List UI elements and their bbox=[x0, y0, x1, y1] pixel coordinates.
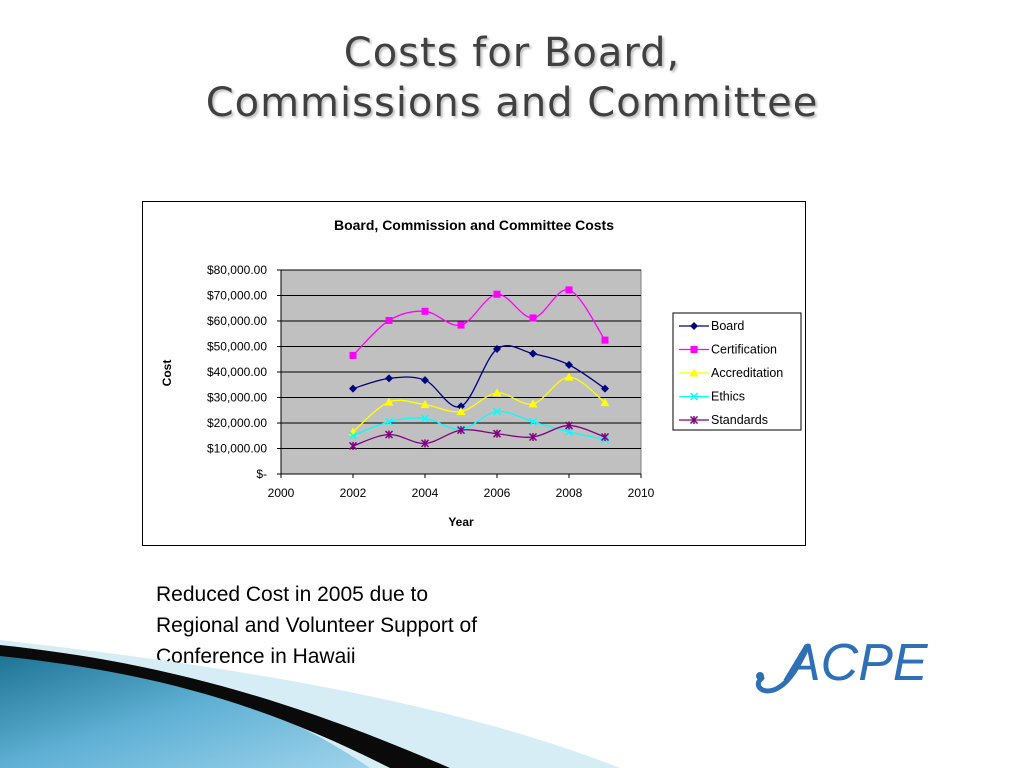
caption-line-3: Conference in Hawaii bbox=[156, 645, 356, 668]
y-tick-label: $- bbox=[256, 467, 267, 481]
y-tick-label: $70,000.00 bbox=[207, 289, 267, 303]
y-axis-ticks: $- $10,000.00 $20,000.00 $30,000.00 $40,000.… bbox=[207, 263, 282, 481]
data-point-board bbox=[457, 402, 465, 411]
data-point-ethics bbox=[420, 414, 430, 423]
plot-area bbox=[280, 269, 642, 475]
data-point-ethics bbox=[348, 431, 358, 440]
slide-title-line-2: Commissions and Committee bbox=[205, 80, 819, 126]
data-point-certification bbox=[601, 336, 609, 344]
x-tick-label: 2008 bbox=[556, 486, 583, 500]
data-point-certification bbox=[349, 351, 357, 359]
data-point-certification bbox=[565, 286, 573, 294]
chart-legend: Board Certification Accreditation Ethics Sta… bbox=[672, 312, 802, 431]
series-board bbox=[349, 345, 609, 411]
data-point-accreditation bbox=[528, 399, 538, 408]
slide-title: Costs for Board, Commissions and Committ… bbox=[0, 28, 1024, 128]
caption-line-1: Reduced Cost in 2005 due to bbox=[156, 583, 429, 606]
slide-title-line-1: Costs for Board, bbox=[343, 30, 681, 76]
x-tick-label: 2000 bbox=[268, 486, 295, 500]
x-tick-label: 2002 bbox=[340, 486, 367, 500]
series-line-standards bbox=[352, 424, 606, 447]
data-point-certification bbox=[529, 314, 537, 322]
data-point-board bbox=[601, 384, 609, 393]
chart-title: Board, Commission and Committee Costs bbox=[334, 217, 614, 233]
series-line-board bbox=[352, 345, 606, 408]
data-point-certification bbox=[493, 290, 501, 298]
series-line-accreditation bbox=[352, 376, 606, 433]
legend-marker-board bbox=[690, 322, 698, 330]
legend-label-accreditation: Accreditation bbox=[711, 366, 783, 380]
y-tick-label: $60,000.00 bbox=[207, 314, 267, 328]
legend-label-ethics: Ethics bbox=[711, 390, 745, 404]
data-point-board bbox=[529, 349, 537, 358]
y-tick-label: $40,000.00 bbox=[207, 365, 267, 379]
data-point-standards bbox=[492, 429, 502, 438]
data-point-board bbox=[493, 345, 501, 354]
data-point-board bbox=[421, 376, 429, 385]
caption-line-2: Regional and Volunteer Support of bbox=[156, 614, 478, 637]
series-certification bbox=[349, 286, 609, 359]
data-point-certification bbox=[385, 316, 393, 324]
data-point-certification bbox=[457, 321, 465, 329]
x-tick-label: 2006 bbox=[484, 486, 511, 500]
y-axis-label: Cost bbox=[160, 360, 174, 387]
data-point-accreditation bbox=[600, 398, 610, 407]
data-point-board bbox=[349, 384, 357, 393]
legend-marker-standards bbox=[689, 415, 699, 425]
data-point-standards bbox=[420, 439, 430, 448]
data-point-ethics bbox=[492, 407, 502, 416]
y-tick-label: $20,000.00 bbox=[207, 416, 267, 430]
data-point-standards bbox=[348, 441, 358, 450]
data-point-accreditation bbox=[456, 407, 466, 416]
logo-swash bbox=[755, 643, 811, 694]
series-line-ethics bbox=[352, 410, 606, 441]
data-point-accreditation bbox=[492, 388, 502, 397]
data-point-accreditation bbox=[564, 372, 574, 381]
legend-marker-certification bbox=[690, 346, 698, 353]
y-tick-label: $10,000.00 bbox=[207, 442, 267, 456]
legend-label-certification: Certification bbox=[711, 343, 777, 357]
data-point-standards bbox=[456, 426, 466, 435]
x-axis-ticks: 2000 2002 2004 2006 2008 2010 bbox=[268, 473, 655, 500]
data-point-board bbox=[565, 360, 573, 369]
legend-marker-accreditation bbox=[689, 368, 699, 377]
data-point-standards bbox=[384, 430, 394, 439]
x-tick-label: 2010 bbox=[628, 486, 655, 500]
data-point-ethics bbox=[528, 417, 538, 426]
series-layer bbox=[348, 286, 610, 450]
data-point-ethics bbox=[384, 417, 394, 426]
line-chart: Board, Commission and Committee Costs $-… bbox=[160, 217, 802, 529]
legend-label-standards: Standards bbox=[711, 413, 768, 427]
data-point-certification bbox=[421, 307, 429, 315]
y-tick-label: $30,000.00 bbox=[207, 391, 267, 405]
data-point-standards bbox=[564, 421, 574, 430]
y-tick-label: $50,000.00 bbox=[207, 340, 267, 354]
series-standards bbox=[348, 421, 610, 450]
y-tick-label: $80,000.00 bbox=[207, 263, 267, 277]
legend-label-board: Board bbox=[711, 319, 744, 333]
data-point-accreditation bbox=[420, 400, 430, 409]
x-axis-label: Year bbox=[448, 515, 474, 529]
data-point-board bbox=[385, 374, 393, 383]
data-point-standards bbox=[528, 432, 538, 442]
data-point-accreditation bbox=[384, 397, 394, 406]
caption-text: Reduced Cost in 2005 due to Regional and… bbox=[156, 579, 576, 672]
x-tick-label: 2004 bbox=[412, 486, 439, 500]
data-point-ethics bbox=[564, 427, 574, 436]
data-point-standards bbox=[600, 432, 610, 442]
logo-text: ACPE bbox=[783, 634, 929, 692]
chart-frame: Board, Commission and Committee Costs $-… bbox=[142, 201, 806, 546]
logo-dot bbox=[756, 672, 764, 680]
acpe-logo: ACPE bbox=[755, 634, 929, 694]
legend-marker-ethics bbox=[689, 392, 699, 401]
